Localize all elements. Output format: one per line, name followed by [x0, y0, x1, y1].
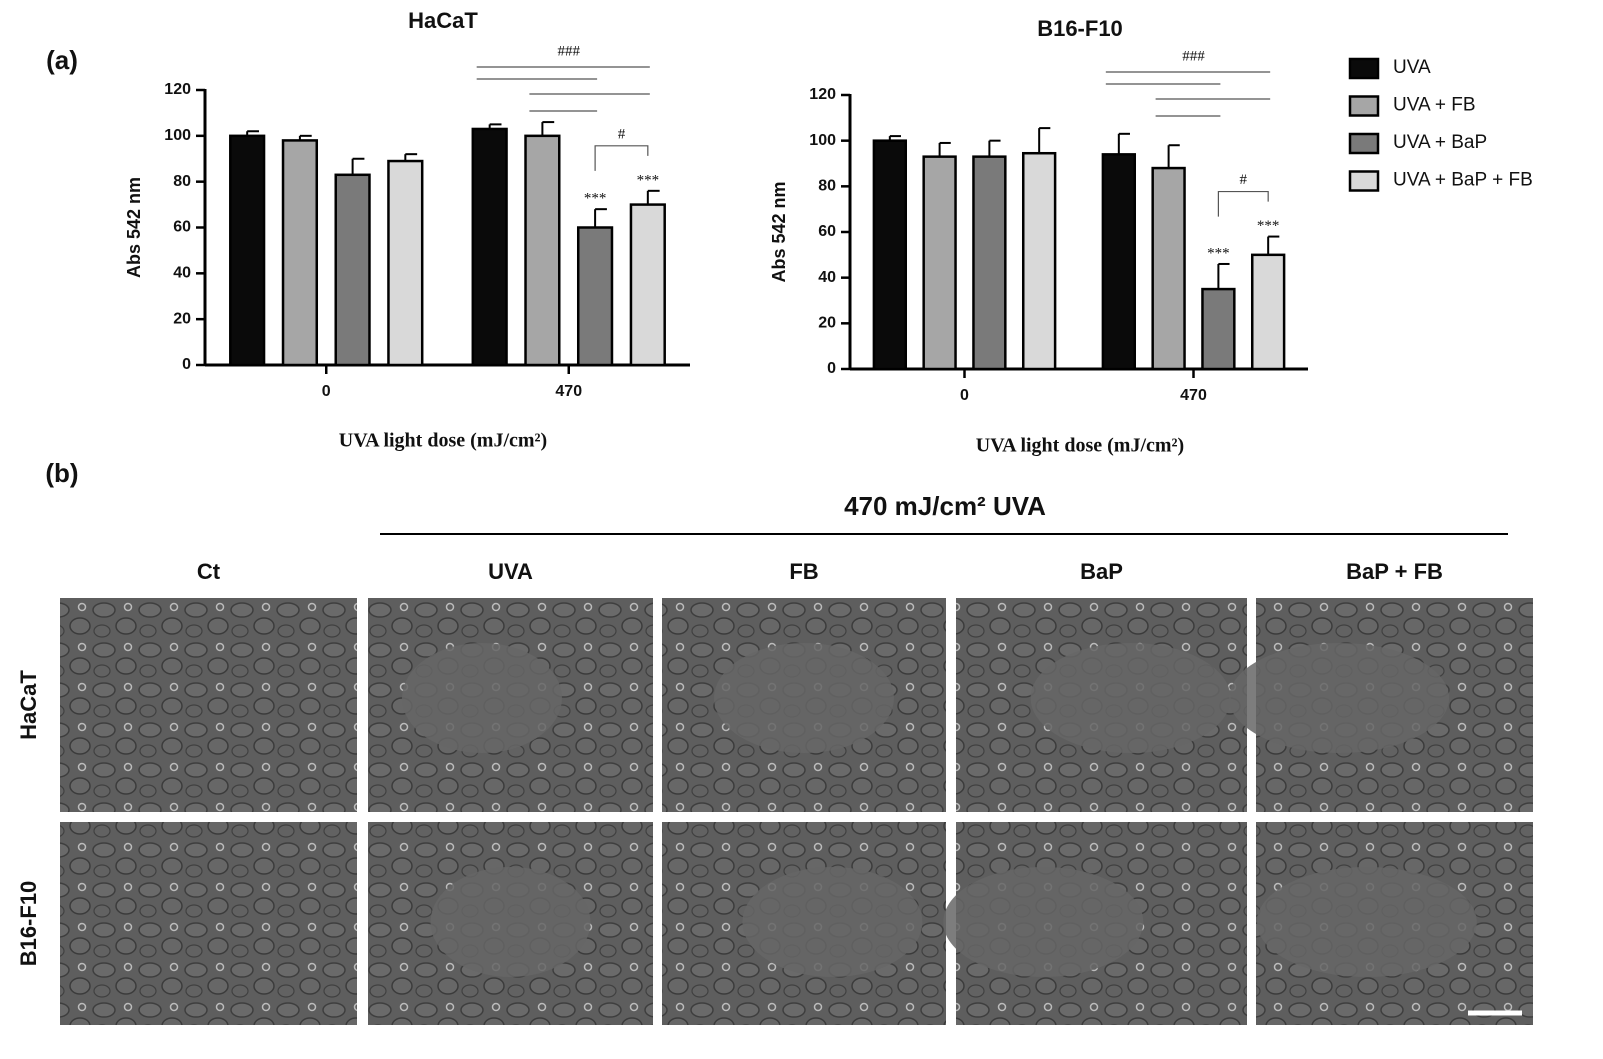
significance-stars: *** — [637, 172, 660, 188]
legend-swatch — [1348, 170, 1380, 192]
y-tick-label: 40 — [173, 265, 191, 282]
bar — [1201, 287, 1236, 371]
y-tick-label: 100 — [164, 127, 191, 144]
legend-label: UVA — [1393, 57, 1431, 78]
bar — [1250, 253, 1286, 371]
panel-label: (b) — [45, 458, 78, 488]
y-tick-label: 120 — [164, 81, 191, 98]
cell-free-area — [943, 867, 1144, 977]
significance-stars: *** — [584, 191, 607, 207]
cell-free-area — [430, 867, 591, 977]
bar — [281, 139, 319, 367]
row-label: HaCaT — [16, 670, 41, 740]
legend-swatch — [1348, 132, 1380, 155]
legend-label: UVA + BaP + FB — [1393, 170, 1533, 191]
bar — [629, 203, 666, 367]
column-label: BaP — [1080, 559, 1123, 584]
legend-label: UVA + FB — [1393, 95, 1476, 116]
column-label: BaP + FB — [1346, 559, 1443, 584]
x-tick-label: 470 — [555, 383, 582, 400]
cell-free-area — [402, 643, 562, 753]
cell-free-area — [1229, 643, 1450, 753]
significance-label: ### — [558, 43, 581, 59]
comparison-bracket — [594, 145, 649, 171]
micrograph-grid — [60, 598, 1533, 1025]
significance-label: ### — [1182, 48, 1205, 64]
bar — [229, 134, 266, 367]
comparison-bracket — [1217, 190, 1269, 217]
x-axis-label: UVA light dose (mJ/cm²) — [339, 430, 547, 452]
significance-label: # — [1240, 172, 1248, 188]
cell-free-area — [714, 643, 894, 753]
cell-free-area — [1256, 867, 1477, 977]
bar — [972, 155, 1007, 371]
column-label: UVA — [488, 559, 533, 584]
bar — [922, 155, 957, 371]
legend-label: UVA + BaP — [1393, 132, 1487, 153]
legend-swatch — [1348, 95, 1380, 117]
y-tick-label: 80 — [818, 178, 836, 195]
y-tick-label: 100 — [809, 132, 836, 149]
significance-label: # — [618, 126, 626, 142]
cell-free-area — [742, 867, 923, 977]
y-axis-label: Abs 542 nm — [769, 181, 789, 282]
y-tick-label: 20 — [173, 310, 191, 327]
micrograph — [60, 598, 357, 812]
column-label: FB — [789, 559, 818, 584]
micrograph — [60, 822, 357, 1025]
x-axis-label: UVA light dose (mJ/cm²) — [976, 435, 1184, 457]
significance-stars: *** — [1207, 245, 1230, 261]
column-label: Ct — [197, 559, 221, 584]
bar — [1151, 166, 1186, 371]
bar — [334, 173, 371, 367]
panel-label: (a) — [46, 45, 78, 75]
y-tick-label: 0 — [827, 360, 836, 377]
legend-swatch — [1348, 57, 1380, 80]
bar — [387, 159, 424, 367]
bar — [524, 134, 561, 367]
y-axis-label: Abs 542 nm — [124, 177, 144, 278]
chart-title: B16-F10 — [1037, 16, 1123, 41]
y-tick-label: 40 — [818, 269, 836, 286]
bar — [1101, 153, 1137, 371]
y-tick-label: 120 — [809, 86, 836, 103]
y-tick-label: 0 — [182, 356, 191, 373]
x-tick-label: 0 — [960, 387, 969, 404]
y-tick-label: 60 — [173, 219, 191, 236]
micrograph-title: 470 mJ/cm² UVA — [844, 491, 1046, 521]
significance-stars: *** — [1257, 218, 1280, 234]
chart-title: HaCaT — [408, 8, 478, 33]
y-tick-label: 20 — [818, 315, 836, 332]
bar — [471, 127, 508, 367]
x-tick-label: 470 — [1180, 387, 1207, 404]
bar — [576, 226, 614, 367]
x-tick-label: 0 — [322, 383, 331, 400]
row-label: B16-F10 — [16, 881, 41, 967]
y-tick-label: 80 — [173, 173, 191, 190]
y-tick-label: 60 — [818, 223, 836, 240]
bar — [1021, 151, 1057, 371]
cell-free-area — [1030, 643, 1231, 753]
bar — [872, 139, 908, 371]
